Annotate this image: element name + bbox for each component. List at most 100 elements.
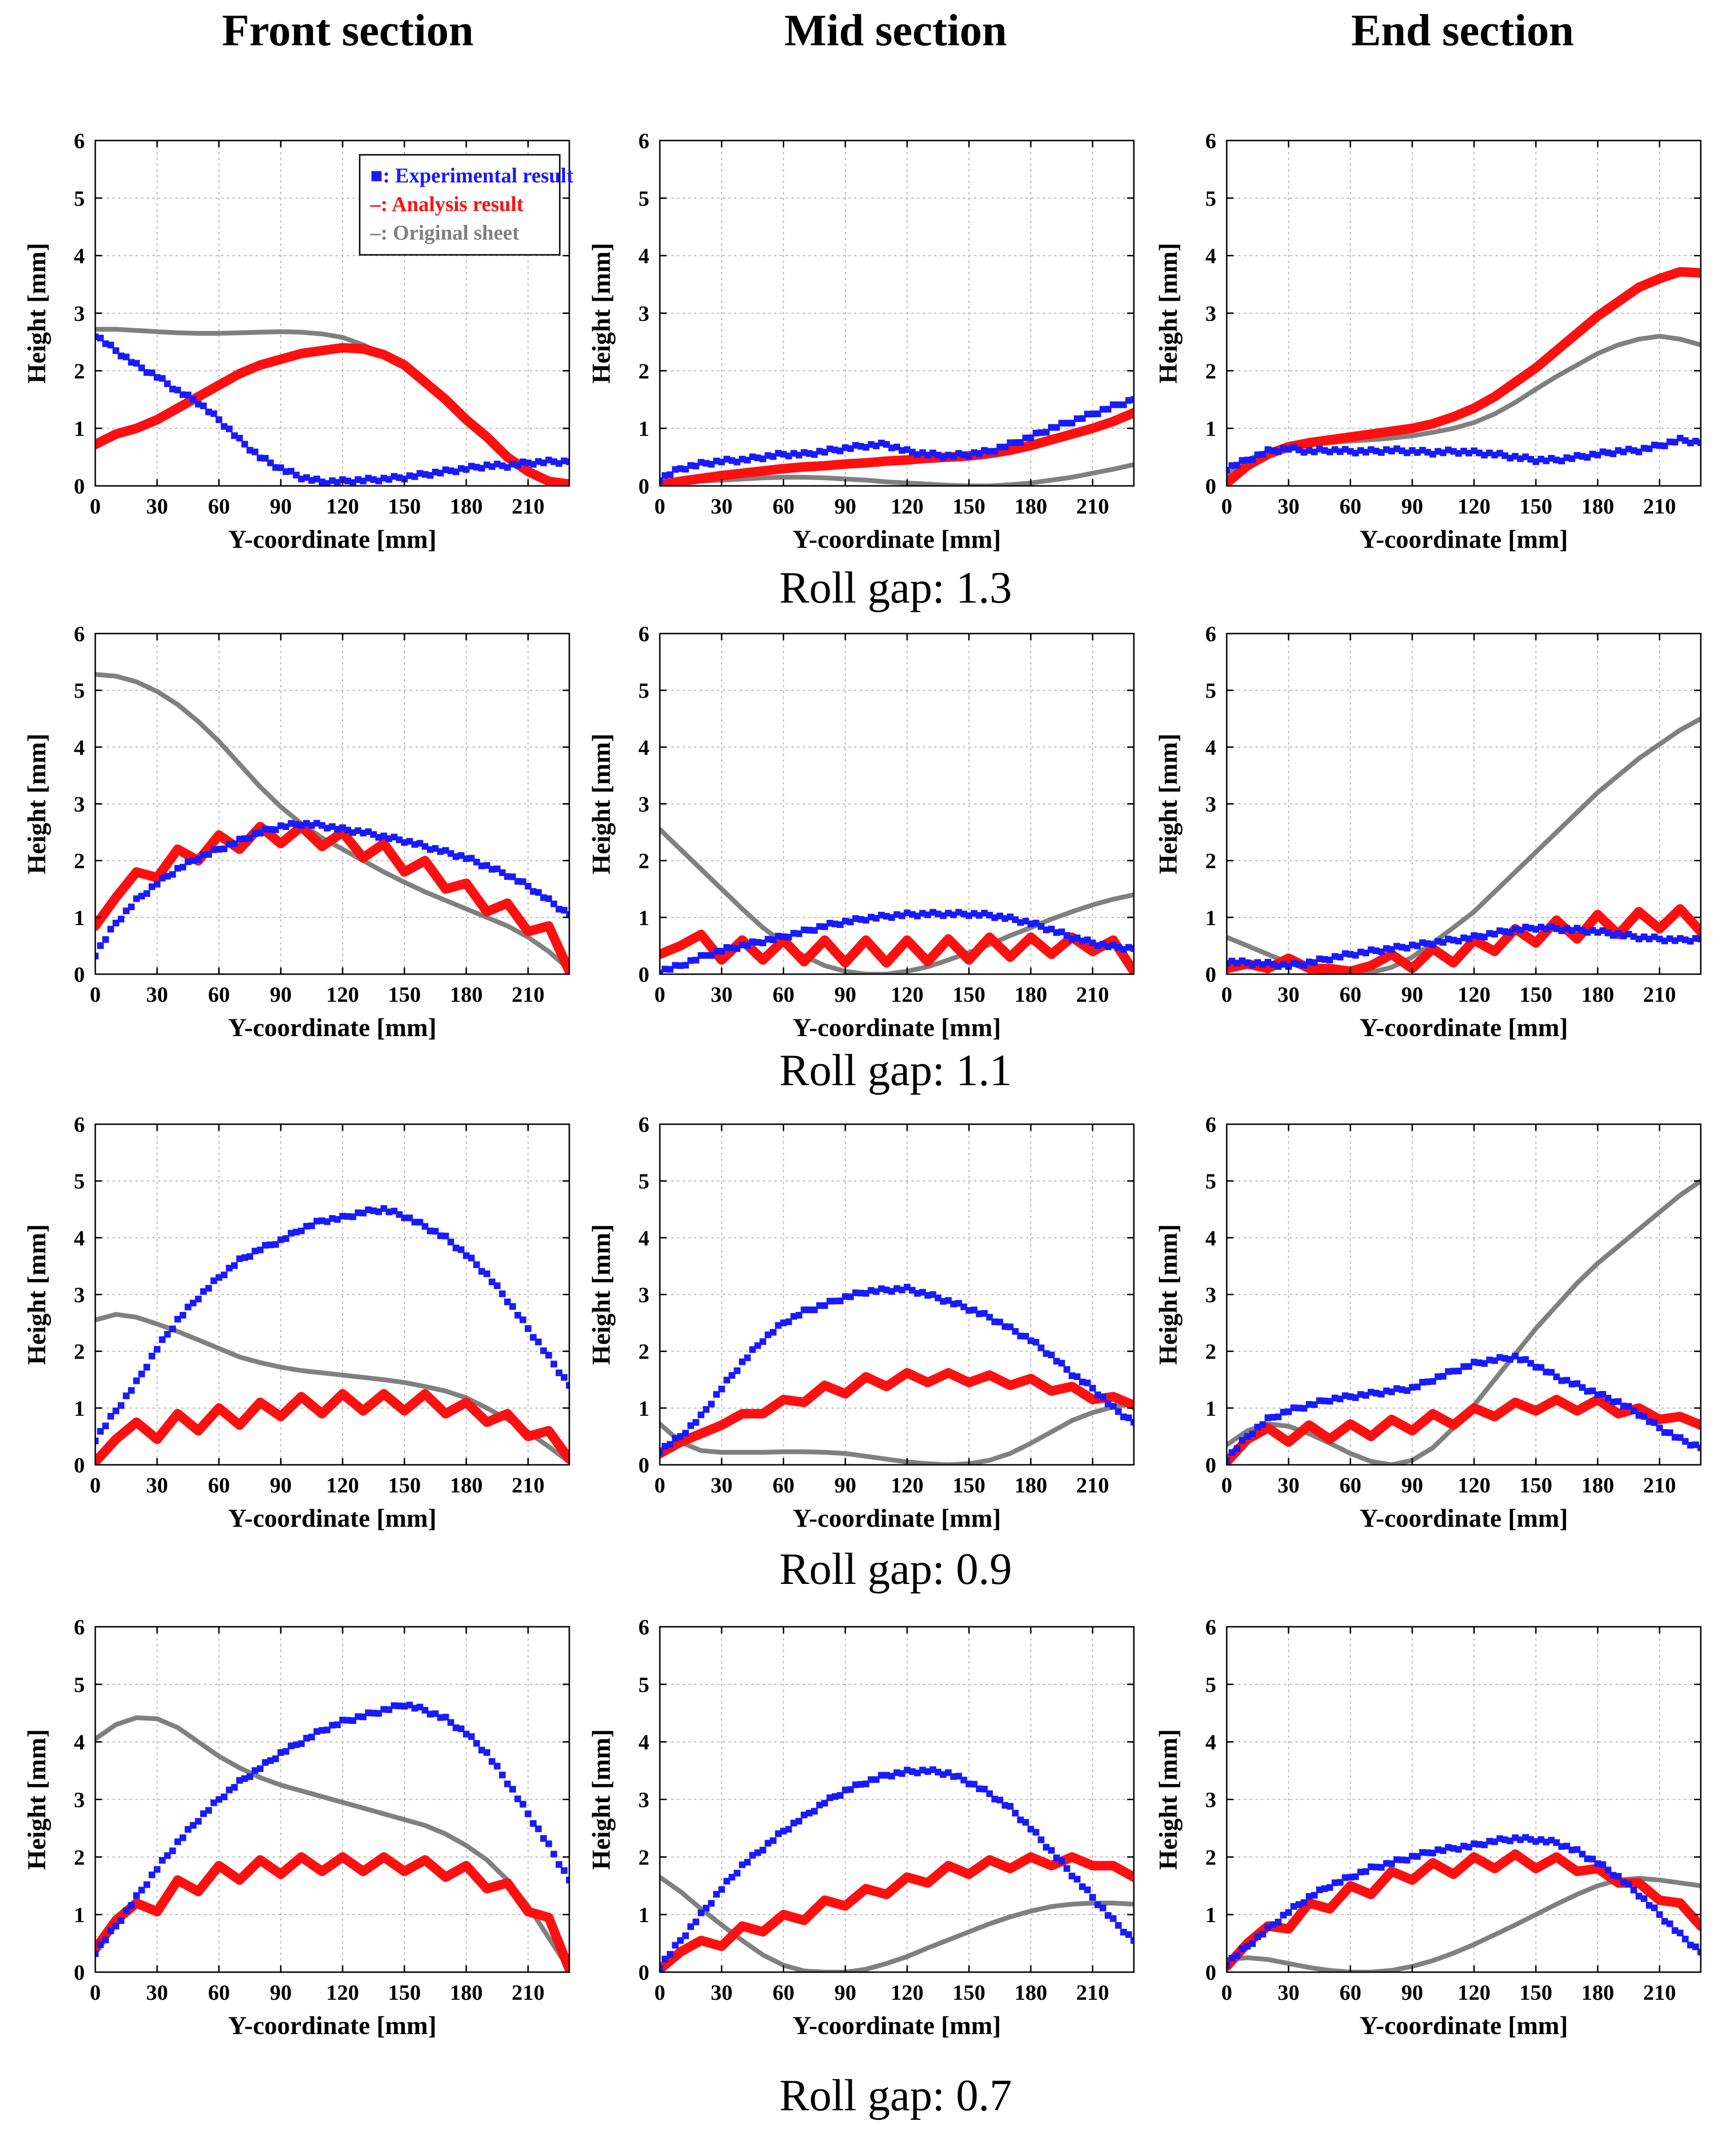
experimental-point	[1645, 1902, 1653, 1909]
x-tick-label: 180	[450, 982, 483, 1007]
y-tick-label: 4	[638, 735, 649, 759]
experimental-point	[1419, 447, 1426, 454]
experimental-point	[1434, 1846, 1442, 1853]
experimental-point	[898, 1286, 906, 1293]
experimental-point	[509, 461, 516, 468]
experimental-point	[1048, 1351, 1055, 1359]
experimental-point	[432, 1710, 439, 1717]
experimental-point	[1543, 457, 1550, 464]
y-tick-label: 2	[74, 849, 85, 873]
x-tick-label: 120	[326, 982, 359, 1007]
experimental-point	[868, 441, 875, 448]
experimental-point	[1326, 1884, 1333, 1891]
experimental-point	[555, 1369, 563, 1376]
experimental-point	[1249, 1431, 1256, 1438]
x-tick-label: 210	[1076, 494, 1109, 518]
experimental-point	[1022, 434, 1029, 442]
experimental-point	[1486, 930, 1493, 937]
experimental-point	[728, 1372, 736, 1379]
experimental-point	[1656, 1911, 1663, 1918]
experimental-point	[334, 1216, 341, 1223]
experimental-point	[1367, 1863, 1374, 1870]
experimental-point	[939, 1298, 947, 1305]
experimental-point	[800, 927, 807, 934]
series-analysis-line	[1227, 1395, 1701, 1465]
experimental-point	[1465, 1363, 1473, 1370]
experimental-point	[411, 1219, 418, 1226]
experimental-point	[1532, 1838, 1539, 1845]
experimental-point	[1692, 1441, 1699, 1448]
x-tick-label: 60	[1340, 494, 1362, 518]
experimental-point	[723, 1878, 730, 1885]
experimental-point	[1445, 446, 1452, 453]
experimental-point	[806, 927, 813, 934]
experimental-point	[1347, 951, 1354, 958]
experimental-point	[796, 1311, 803, 1319]
experimental-point	[1475, 1359, 1483, 1366]
experimental-point	[1027, 1337, 1034, 1344]
experimental-point	[1373, 1864, 1380, 1871]
experimental-point	[349, 1213, 356, 1220]
experimental-point	[697, 1411, 705, 1419]
experimental-point	[303, 1734, 310, 1742]
experimental-point	[1424, 1378, 1431, 1385]
experimental-point	[790, 1820, 797, 1827]
experimental-point	[143, 890, 151, 897]
x-tick-label: 180	[1581, 1980, 1614, 2005]
column-title-mid: Mid section	[784, 6, 1007, 55]
y-axis-label: Height [mm]	[1154, 734, 1182, 874]
experimental-point	[1635, 936, 1643, 943]
experimental-point	[1460, 1363, 1467, 1370]
experimental-point	[112, 919, 120, 927]
experimental-point	[821, 1800, 828, 1807]
experimental-point	[525, 459, 532, 466]
y-tick-label: 5	[638, 1169, 649, 1193]
experimental-point	[566, 1382, 569, 1389]
y-tick-label: 3	[638, 792, 649, 816]
experimental-point	[1424, 940, 1431, 947]
experimental-point	[422, 1707, 429, 1714]
experimental-point	[442, 466, 449, 474]
experimental-point	[1007, 1323, 1014, 1330]
y-axis-label: Height [mm]	[22, 1729, 51, 1870]
experimental-point	[241, 441, 248, 448]
experimental-point	[857, 916, 864, 923]
x-tick-label: 210	[512, 982, 545, 1007]
experimental-point	[1522, 1834, 1529, 1841]
experimental-point	[1321, 1885, 1328, 1892]
experimental-point	[682, 465, 689, 473]
x-tick-label: 150	[388, 494, 421, 518]
experimental-point	[1440, 1373, 1447, 1380]
experimental-point	[754, 1342, 761, 1349]
y-tick-label: 6	[638, 1615, 649, 1639]
experimental-point	[775, 1830, 782, 1837]
experimental-point	[1620, 932, 1627, 939]
experimental-point	[759, 939, 767, 947]
x-tick-label: 210	[1643, 1473, 1676, 1497]
y-tick-label: 3	[1205, 792, 1216, 816]
experimental-point	[1259, 1931, 1266, 1938]
experimental-point	[303, 820, 310, 827]
experimental-point	[210, 1277, 217, 1284]
x-tick-label: 150	[1519, 982, 1552, 1007]
experimental-point	[1074, 1875, 1081, 1883]
experimental-point	[1100, 406, 1107, 413]
experimental-point	[939, 912, 947, 919]
experimental-point	[1661, 1429, 1668, 1436]
experimental-point	[749, 1852, 756, 1859]
experimental-point	[1502, 928, 1509, 935]
y-tick-label: 4	[1205, 1730, 1216, 1754]
x-tick-label: 120	[326, 1473, 359, 1497]
x-tick-label: 120	[891, 1980, 924, 2005]
experimental-point	[1249, 961, 1256, 968]
experimental-point	[1440, 449, 1447, 456]
experimental-point	[1270, 961, 1277, 968]
experimental-point	[1584, 1855, 1591, 1862]
experimental-point	[1332, 1879, 1339, 1886]
experimental-point	[488, 1758, 495, 1765]
series-original-line	[660, 1874, 1134, 1972]
experimental-point	[396, 1703, 403, 1710]
y-tick-label: 1	[1205, 1903, 1216, 1927]
experimental-point	[1012, 916, 1019, 923]
experimental-point	[1553, 925, 1560, 932]
